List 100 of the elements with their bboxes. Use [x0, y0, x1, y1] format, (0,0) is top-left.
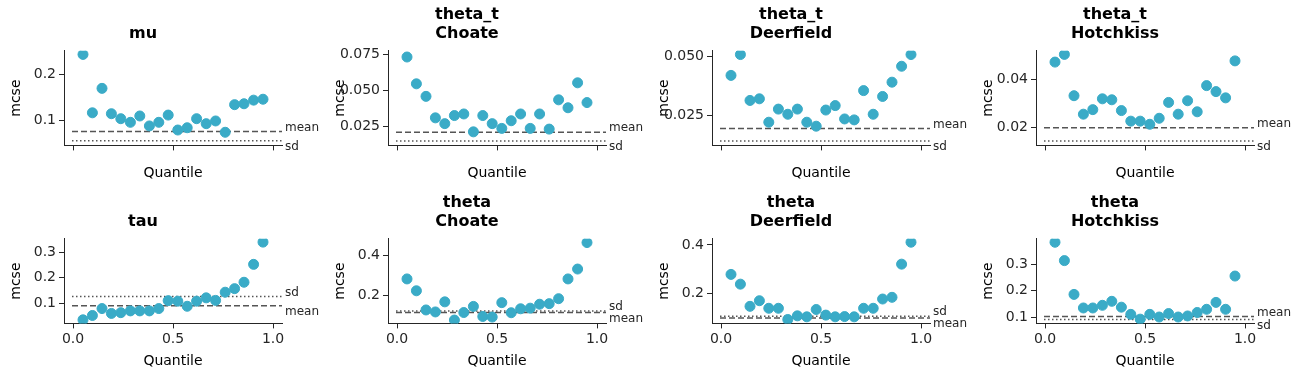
- point: [1115, 105, 1127, 117]
- x-axis-title: Quantile: [1115, 164, 1175, 181]
- point: [1201, 80, 1213, 92]
- point: [763, 116, 775, 128]
- point: [801, 116, 813, 128]
- point: [219, 126, 231, 138]
- point: [810, 120, 822, 132]
- point: [181, 122, 193, 134]
- y-tick-label: 0.02: [996, 118, 1028, 135]
- point: [1115, 301, 1127, 313]
- x-tick-label: 0.5: [485, 330, 509, 347]
- chart-title: tau: [128, 210, 158, 230]
- ref-line-label: mean: [609, 120, 644, 135]
- point: [86, 309, 98, 321]
- x-tick-label: 0.5: [809, 330, 833, 347]
- point: [725, 268, 737, 280]
- point: [1172, 311, 1184, 323]
- point: [744, 300, 756, 312]
- point: [867, 108, 879, 120]
- ref-line-label: sd: [609, 139, 623, 154]
- chart-title: theta Deerfield: [749, 192, 833, 230]
- point: [839, 113, 851, 125]
- point: [153, 303, 165, 315]
- x-tick-label: 0.0: [61, 330, 85, 347]
- point: [1077, 108, 1089, 120]
- point: [401, 51, 413, 63]
- x-tick-label: 1.0: [261, 330, 285, 347]
- point: [134, 305, 146, 317]
- point: [896, 258, 908, 270]
- point: [753, 93, 765, 105]
- point: [248, 258, 260, 270]
- point: [153, 116, 165, 128]
- point: [496, 122, 508, 134]
- point: [172, 124, 184, 136]
- chart-title: theta_t Deerfield: [749, 4, 833, 42]
- y-tick-label: 0.1: [33, 293, 56, 310]
- point: [581, 238, 593, 249]
- x-axis-title: Quantile: [143, 352, 203, 369]
- x-axis-title: Quantile: [467, 352, 527, 369]
- point: [763, 302, 775, 314]
- point: [562, 273, 574, 285]
- y-axis-title: mcse: [655, 262, 672, 300]
- ref-line-label: mean: [1257, 304, 1292, 319]
- point: [791, 310, 803, 322]
- ref-line-label: sd: [933, 139, 947, 154]
- point: [1229, 55, 1241, 67]
- point: [477, 110, 489, 122]
- y-tick-label: 0.2: [33, 65, 56, 82]
- point: [1125, 115, 1137, 127]
- point: [886, 76, 898, 88]
- point: [458, 307, 470, 319]
- point: [191, 113, 203, 125]
- y-tick-label: 0.2: [33, 268, 56, 285]
- point: [1144, 118, 1156, 130]
- point: [124, 116, 136, 128]
- point: [1210, 86, 1222, 98]
- point: [1182, 95, 1194, 107]
- point: [581, 97, 593, 109]
- point: [134, 110, 146, 122]
- x-axis-title: Quantile: [791, 352, 851, 369]
- point: [1163, 308, 1175, 320]
- point: [200, 292, 212, 304]
- x-axis-title: Quantile: [467, 164, 527, 181]
- point: [429, 112, 441, 124]
- point: [248, 94, 260, 106]
- point: [448, 110, 460, 122]
- point: [820, 309, 832, 321]
- point: [410, 78, 422, 90]
- point: [86, 107, 98, 119]
- point: [744, 94, 756, 106]
- point: [496, 297, 508, 309]
- chart-title: theta_t Choate: [435, 4, 500, 42]
- point: [458, 108, 470, 120]
- point: [534, 298, 546, 310]
- y-tick-label: 0.4: [357, 246, 381, 263]
- point: [1068, 90, 1080, 102]
- point: [1220, 92, 1232, 104]
- point: [96, 82, 108, 94]
- point: [115, 113, 127, 125]
- point: [848, 311, 860, 323]
- point: [829, 100, 841, 112]
- x-axis-title: Quantile: [791, 164, 851, 181]
- point: [772, 302, 784, 314]
- point: [1087, 302, 1099, 314]
- point: [905, 238, 917, 248]
- point: [734, 50, 746, 61]
- point: [1210, 296, 1222, 308]
- point: [782, 314, 794, 324]
- point: [1220, 303, 1232, 315]
- point: [77, 50, 89, 60]
- point: [1096, 299, 1108, 311]
- point: [543, 123, 555, 135]
- point: [1049, 238, 1061, 248]
- point: [534, 108, 546, 120]
- x-tick-label: 0.5: [161, 330, 185, 347]
- point: [191, 295, 203, 307]
- ref-line-label: sd: [1257, 317, 1271, 332]
- point: [401, 273, 413, 285]
- point: [257, 93, 269, 105]
- point: [143, 120, 155, 132]
